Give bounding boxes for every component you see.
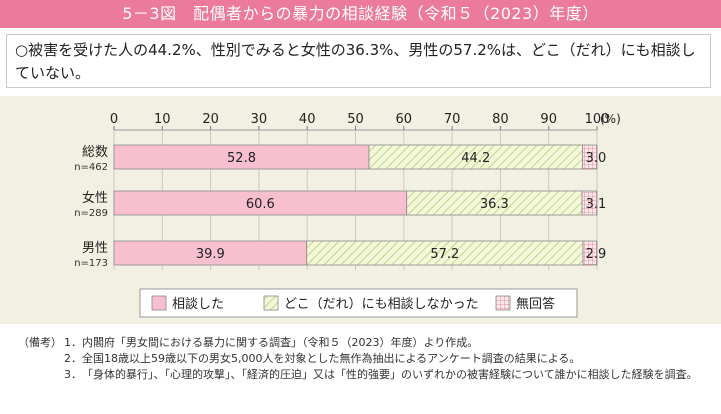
category-label: 男性 xyxy=(82,241,108,256)
x-axis-ticks: 0 10 20 30 40 50 60 70 80 90 100(%) xyxy=(110,112,621,127)
notes: （備考） 1． 内閣府「男女間における暴力に関する調査」（令和５（2023）年度… xyxy=(18,335,713,383)
data-label: 36.3 xyxy=(480,197,509,212)
legend-swatch xyxy=(263,295,279,311)
bar-segment xyxy=(406,190,583,216)
figure-title: 5－3図 配偶者からの暴力の相談経験（令和５（2023）年度） xyxy=(0,0,721,28)
summary-box: ○被害を受けた人の44.2%、性別でみると女性の36.3%、男性の57.2%は、… xyxy=(6,34,711,88)
note-number: 1． xyxy=(64,336,82,349)
note-text: 全国18歳以上59歳以下の男女5,000人を対象とした無作為抽出によるアンケート… xyxy=(82,352,581,365)
bar-segment xyxy=(113,240,308,266)
note-row-1: （備考） 1． 内閣府「男女間における暴力に関する調査」（令和５（2023）年度… xyxy=(18,335,713,351)
category-n: n=289 xyxy=(74,208,108,219)
note-number: 2． xyxy=(64,352,82,365)
stacked-bar-chart: 0 10 20 30 40 50 60 70 80 90 100(%) 52.8 44.2 3.0 60.… xyxy=(74,112,621,318)
tick-label: 0 xyxy=(110,112,118,127)
tick-label: 90 xyxy=(540,112,557,127)
legend-label: どこ（だれ）にも相談しなかった xyxy=(284,296,479,312)
data-label: 60.6 xyxy=(246,197,275,212)
tick-label: 70 xyxy=(444,112,461,127)
data-label: 2.9 xyxy=(586,247,607,262)
data-label: 52.8 xyxy=(227,151,256,166)
tick-label: 80 xyxy=(492,112,509,127)
bar-segment xyxy=(581,190,598,216)
summary-text: ○被害を受けた人の44.2%、性別でみると女性の36.3%、男性の57.2%は、… xyxy=(15,41,696,82)
legend: 相談した どこ（だれ）にも相談しなかった 無回答 xyxy=(139,288,578,318)
notes-indent xyxy=(18,351,64,367)
category-n: n=462 xyxy=(74,162,108,173)
category-label: 総数 xyxy=(82,145,108,160)
unit-label: (%) xyxy=(600,112,621,126)
legend-swatch xyxy=(151,295,167,311)
tick-label: 20 xyxy=(202,112,219,127)
tick-label: 10 xyxy=(154,112,171,127)
category-n: n=173 xyxy=(74,258,108,269)
notes-indent xyxy=(18,367,64,383)
legend-label: 無回答 xyxy=(516,296,555,312)
bar-segment xyxy=(582,144,598,170)
notes-head: （備考） xyxy=(18,336,62,349)
data-label: 44.2 xyxy=(461,151,490,166)
note-row-2: 2． 全国18歳以上59歳以下の男女5,000人を対象とした無作為抽出によるアン… xyxy=(18,351,713,367)
note-text: 内閣府「男女間における暴力に関する調査」（令和５（2023）年度）より作成。 xyxy=(82,336,479,349)
bar-segment xyxy=(306,240,584,266)
data-label: 57.2 xyxy=(430,247,459,262)
category-labels: 総数 n=462 女性 n=289 男性 n=173 xyxy=(74,145,108,269)
legend-swatch xyxy=(495,295,511,311)
chart-panel: 0 10 20 30 40 50 60 70 80 90 100 (%) 52.8 44.2 3.0 60.… xyxy=(0,96,721,324)
data-label: 3.1 xyxy=(586,197,607,212)
tick-label: 50 xyxy=(347,112,364,127)
legend-label: 相談した xyxy=(172,296,224,312)
bar-segment xyxy=(113,144,370,170)
note-row-3: 3． 「身体的暴行」、「心理的攻撃」、「経済的圧迫」又は「性的強要」のいずれかの… xyxy=(18,367,713,383)
note-number: 3． xyxy=(64,368,82,381)
tick-label: 40 xyxy=(299,112,316,127)
tick-label: 30 xyxy=(251,112,268,127)
tick-label: 60 xyxy=(396,112,413,127)
data-label: 39.9 xyxy=(196,247,225,262)
data-label: 3.0 xyxy=(586,151,607,166)
bar-segment xyxy=(113,190,408,216)
bars: 52.8 44.2 3.0 60.6 36.3 3.1 39.9 57.2 2.9 xyxy=(113,144,607,266)
note-text: 「身体的暴行」、「心理的攻撃」、「経済的圧迫」又は「性的強要」のいずれかの被害経… xyxy=(82,368,698,381)
bar-segment xyxy=(582,240,598,266)
category-label: 女性 xyxy=(82,190,108,206)
tick-label: 100 xyxy=(585,112,610,127)
